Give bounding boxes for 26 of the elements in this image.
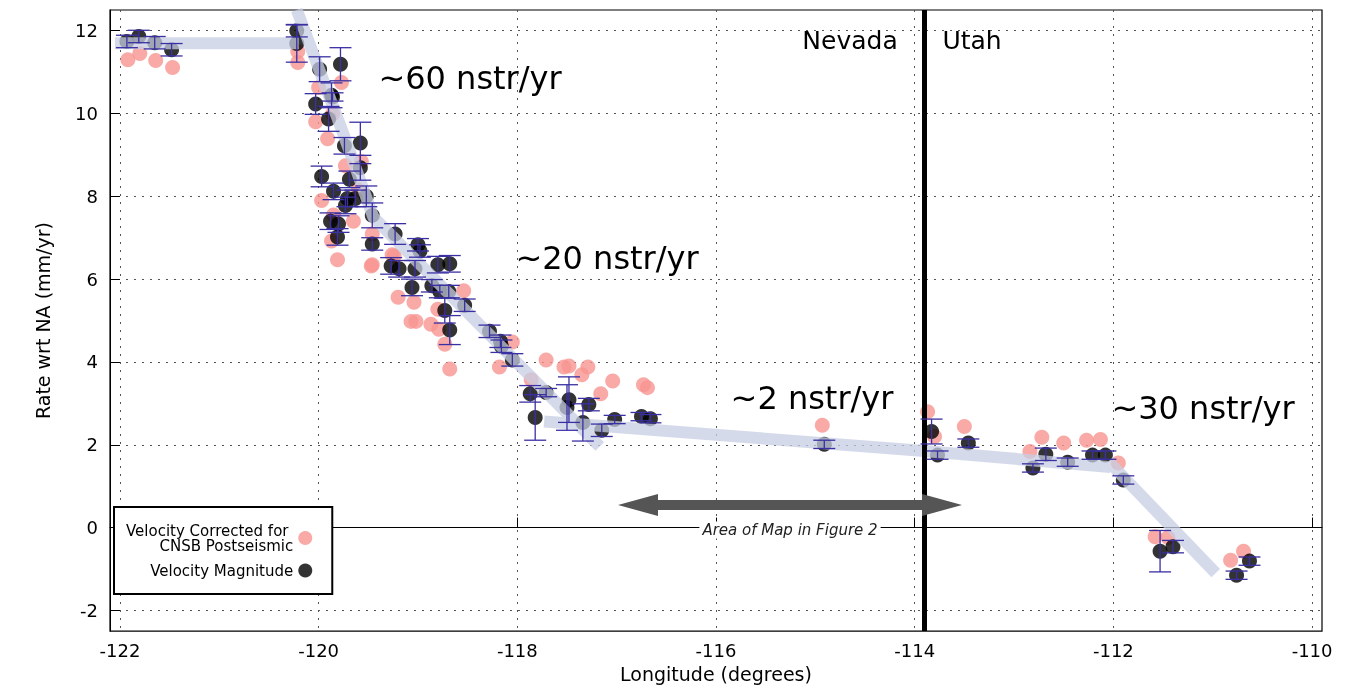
y-tick-label: -2 [80,599,98,621]
x-axis-title: Longitude (degrees) [620,662,812,685]
x-tick-label: -116 [695,639,737,661]
x-tick-label: -120 [298,639,340,661]
x-tick-label: -122 [99,639,141,661]
annotation: ~2 nstr/yr [730,379,895,417]
legend-label: Velocity Magnitude [150,561,294,580]
annotation: ~30 nstr/yr [1111,389,1296,427]
y-tick-label: 10 [75,103,98,125]
annotation: Area of Map in Figure 2 [701,521,878,539]
y-axis-title: Rate wrt NA (mm/yr) [31,222,54,420]
legend-label: Velocity Corrected for CNSB Postseismic [125,521,294,555]
y-tick-label: 4 [86,351,98,373]
annotation: Nevada [802,25,898,55]
annotation: ~60 nstr/yr [378,59,563,97]
y-tick-label: 8 [86,185,98,207]
y-tick-label: 12 [75,20,98,42]
annotation: Utah [942,25,1002,55]
x-tick-label: -118 [496,639,538,661]
y-tick-label: 0 [86,517,98,539]
x-tick-label: -114 [894,639,936,661]
x-tick-label: -112 [1092,639,1134,661]
x-tick-label: -110 [1291,639,1333,661]
y-tick-label: 2 [86,434,98,456]
annotation: ~20 nstr/yr [515,239,700,277]
y-tick-label: 6 [86,268,98,290]
